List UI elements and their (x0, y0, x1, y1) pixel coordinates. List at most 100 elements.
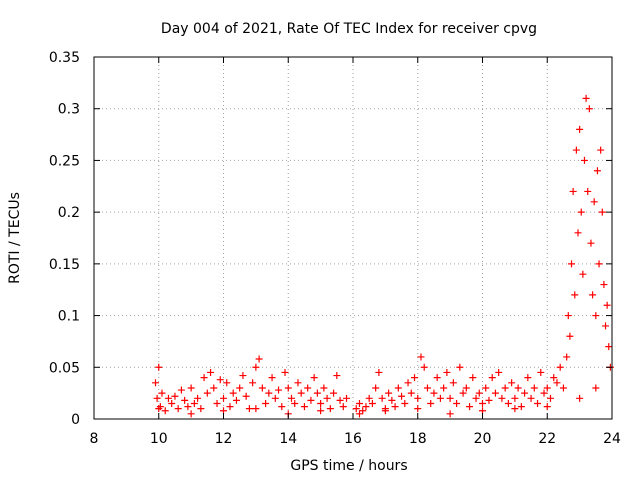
data-point (252, 363, 260, 371)
data-point (372, 384, 380, 392)
data-point (278, 403, 286, 411)
y-tick-label: 0.25 (49, 153, 80, 169)
data-point (407, 389, 415, 397)
data-point (436, 394, 444, 402)
data-point (164, 394, 172, 402)
y-tick-label: 0.05 (49, 360, 80, 376)
data-point (223, 379, 231, 387)
data-point (213, 399, 221, 407)
data-point (187, 410, 195, 418)
data-point (297, 389, 305, 397)
data-point (394, 384, 402, 392)
data-point (498, 394, 506, 402)
data-point (491, 389, 499, 397)
data-point (239, 372, 247, 380)
data-point (339, 403, 347, 411)
data-point (430, 389, 438, 397)
data-point (517, 403, 525, 411)
data-point (569, 187, 577, 195)
data-point (592, 384, 600, 392)
data-point (194, 394, 202, 402)
data-point (252, 405, 260, 413)
data-point (417, 353, 425, 361)
data-point (158, 389, 166, 397)
data-point (443, 368, 451, 376)
data-point (440, 384, 448, 392)
data-point (275, 386, 283, 394)
y-tick-labels: 0 0.05 0.1 0.15 0.2 0.25 0.3 0.35 (49, 50, 80, 428)
data-point (420, 363, 428, 371)
data-point (511, 405, 519, 413)
data-point (249, 379, 257, 387)
data-point (391, 403, 399, 411)
x-tick-labels: 8 10 12 14 16 18 20 22 24 (90, 431, 621, 447)
data-point (563, 353, 571, 361)
data-point (571, 291, 579, 299)
grid (94, 57, 612, 419)
data-point (187, 384, 195, 392)
data-point (355, 399, 363, 407)
x-tick-label: 18 (409, 431, 427, 447)
data-point (534, 399, 542, 407)
x-tick-label: 24 (603, 431, 621, 447)
y-tick-label: 0 (71, 412, 80, 428)
data-point (242, 392, 250, 400)
data-point (456, 363, 464, 371)
data-point (479, 399, 486, 407)
data-point (291, 399, 299, 407)
data-point (258, 384, 266, 392)
data-point (585, 105, 593, 113)
data-point (220, 394, 227, 402)
data-point (155, 405, 163, 413)
data-point (577, 208, 585, 216)
data-point (605, 343, 613, 351)
data-point (553, 379, 561, 387)
data-point (414, 405, 422, 413)
data-point (568, 260, 576, 268)
data-point (210, 384, 218, 392)
data-point (559, 384, 567, 392)
data-point (171, 392, 179, 400)
data-point (566, 332, 574, 340)
data-point (485, 396, 493, 404)
data-point (378, 394, 386, 402)
data-point (546, 394, 554, 402)
data-point (388, 396, 396, 404)
data-point (564, 312, 572, 320)
y-tick-label: 0.3 (58, 102, 80, 118)
data-point (287, 394, 295, 402)
data-point (572, 146, 580, 154)
x-axis-label: GPS time / hours (290, 458, 407, 474)
data-point (475, 389, 483, 397)
data-point (153, 394, 161, 402)
data-point (593, 167, 601, 175)
data-point (602, 322, 610, 330)
x-tick-label: 14 (279, 431, 297, 447)
data-point (414, 394, 422, 402)
data-point (472, 394, 480, 402)
data-point (453, 399, 461, 407)
data-point (271, 394, 279, 402)
data-point (589, 291, 597, 299)
data-point (368, 399, 376, 407)
data-point (284, 384, 292, 392)
data-point (582, 94, 590, 102)
data-point (524, 374, 532, 382)
data-point (190, 399, 198, 407)
data-point (262, 399, 270, 407)
data-point (576, 125, 584, 133)
data-point (504, 399, 512, 407)
chart-title: Day 004 of 2021, Rate Of TEC Index for r… (161, 21, 537, 37)
data-point (320, 384, 328, 392)
data-point (576, 394, 584, 402)
y-tick-label: 0.1 (58, 309, 80, 325)
data-point (343, 394, 351, 402)
data-point (226, 403, 234, 411)
data-point (333, 372, 341, 380)
data-point (232, 396, 240, 404)
y-axis-label: ROTI / TECUs (7, 192, 23, 284)
data-point (375, 368, 383, 376)
data-point (216, 376, 224, 384)
data-point (294, 379, 302, 387)
